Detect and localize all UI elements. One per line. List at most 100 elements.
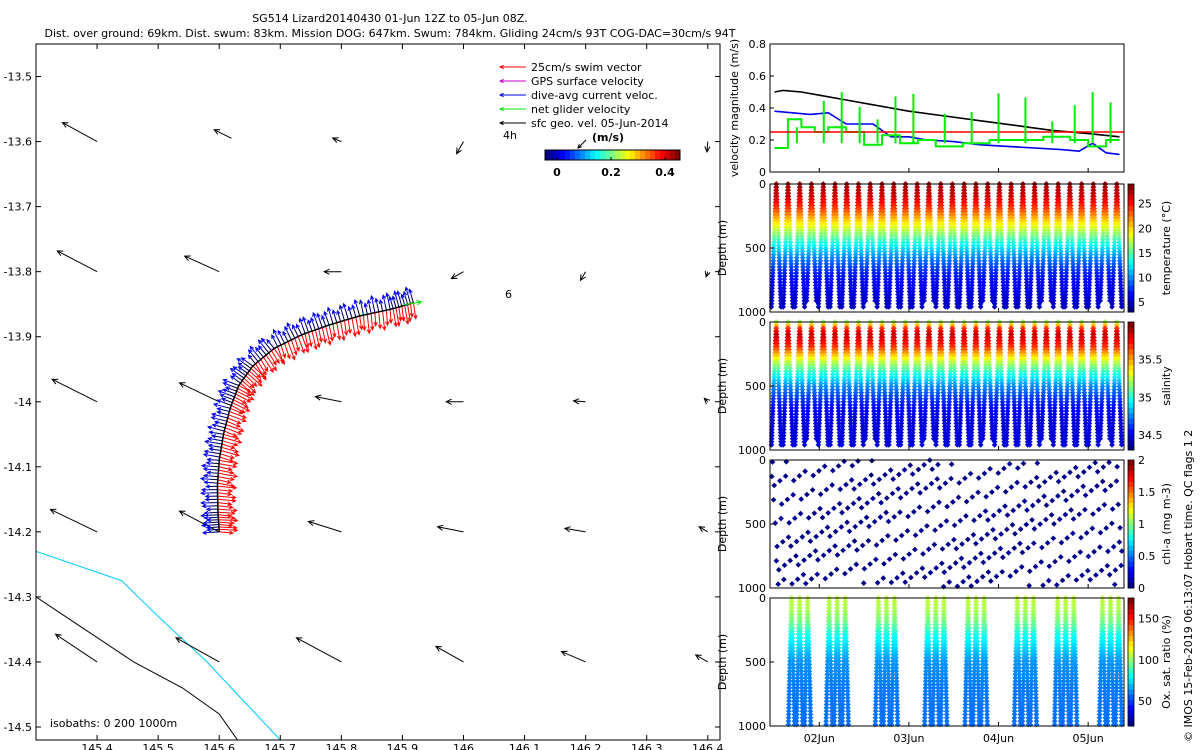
section-point: [794, 236, 801, 243]
section-colorbar-swatch: [1128, 280, 1134, 286]
surface-velocity-arrow: [436, 524, 464, 533]
geo-vector: [338, 313, 341, 322]
section-point: [799, 236, 805, 243]
map-xtick-label: 145.4: [81, 742, 113, 750]
section-point: [794, 233, 801, 240]
section-point: [795, 221, 801, 227]
swim-vector: [226, 420, 242, 428]
map-ytick-label: -13.8: [4, 266, 32, 279]
section-point: [776, 248, 782, 255]
geo-vector: [225, 396, 234, 401]
geo-vector: [277, 337, 282, 346]
swim-vector: [388, 309, 394, 325]
swim-vector: [325, 326, 332, 346]
swim-vector: [237, 387, 252, 396]
swim-vector: [227, 417, 242, 425]
dac-vector: [200, 463, 219, 469]
section-point: [770, 245, 777, 252]
section-colorbar-swatch: [1128, 232, 1134, 238]
swim-vector: [218, 469, 235, 475]
geo-vector: [212, 452, 221, 455]
swim-vector: [355, 316, 361, 336]
legend-arrow: [498, 64, 526, 70]
section-point: [991, 442, 998, 448]
section-point: [792, 282, 799, 289]
geo-vector: [393, 299, 397, 308]
section-point: [777, 291, 784, 298]
surface-velocity-arrow: [54, 633, 98, 663]
swim-vector: [265, 354, 277, 372]
geo-vector: [402, 297, 406, 306]
legend-label: dive-avg current veloc.: [531, 89, 658, 102]
section-ylabel: Depth (m): [716, 220, 729, 276]
section-point: [801, 285, 807, 292]
geo-vector: [408, 295, 411, 304]
swim-vector: [218, 476, 236, 482]
section-point: [768, 304, 775, 310]
geo-vector: [273, 339, 278, 347]
swim-vector: [236, 390, 255, 401]
section-point: [770, 264, 776, 270]
section-point: [776, 267, 783, 273]
section-point: [769, 276, 776, 283]
geo-vector: [210, 475, 219, 477]
surface-velocity-arrow: [704, 270, 711, 278]
surface-velocity-arrow: [178, 382, 220, 403]
swim-vector: [220, 453, 235, 460]
section-point: [933, 442, 939, 448]
section-point: [860, 304, 867, 310]
section-point: [788, 267, 795, 273]
swim-vector: [238, 385, 252, 393]
swim-vector: [377, 311, 383, 330]
colorbar-swatch: [655, 150, 661, 160]
map-xtick-label: 146.3: [631, 742, 663, 750]
colorbar-swatch: [600, 150, 606, 160]
swim-vector: [321, 327, 327, 344]
surface-velocity-arrow: [703, 397, 711, 405]
section-colorbar-tick-label: 20: [1138, 222, 1152, 235]
colorbar-swatch: [645, 150, 651, 160]
section-point: [787, 251, 794, 258]
geo-vector: [229, 388, 237, 392]
colorbar-swatch: [595, 150, 601, 160]
colorbar-swatch: [615, 150, 621, 160]
swim-vector: [218, 520, 235, 526]
swim-vector: [263, 356, 274, 374]
map-xtick-label: 145.7: [265, 742, 297, 750]
surface-velocity-arrow: [322, 268, 342, 275]
geo-vector: [290, 330, 296, 339]
geo-vector: [309, 323, 313, 332]
section-point: [795, 224, 801, 230]
geo-vector: [266, 344, 272, 351]
geo-vector: [268, 342, 275, 349]
section-point: [788, 264, 795, 270]
swim-vector: [217, 479, 232, 485]
figure-title-line1: SG514 Lizard20140430 01-Jun 12Z to 05-Ju…: [252, 12, 528, 25]
swim-vector: [222, 437, 243, 444]
section-point: [799, 251, 806, 258]
surface-velocity-arrow: [51, 378, 98, 403]
section-point: [771, 230, 778, 237]
swim-vector: [248, 370, 263, 383]
section-point: [1036, 442, 1043, 448]
swim-vector: [219, 530, 235, 535]
geo-vector: [315, 321, 320, 329]
section-point: [776, 270, 783, 276]
swim-vector: [217, 510, 236, 516]
map-xtick-label: 146.1: [509, 742, 541, 750]
swim-vector: [245, 375, 258, 387]
section-point: [1095, 304, 1102, 310]
geo-vector: [302, 325, 306, 334]
section-ytick-label: 500: [745, 242, 766, 255]
geo-vector: [380, 303, 383, 312]
section-point: [787, 233, 793, 240]
dac-vector: [200, 513, 219, 518]
colorbar-swatch: [555, 150, 561, 160]
scale-arrow: [577, 139, 587, 149]
geo-vector: [372, 304, 376, 313]
section-colorbar-swatch: [1128, 301, 1134, 308]
section-point: [801, 442, 808, 448]
section-point: [781, 270, 788, 276]
